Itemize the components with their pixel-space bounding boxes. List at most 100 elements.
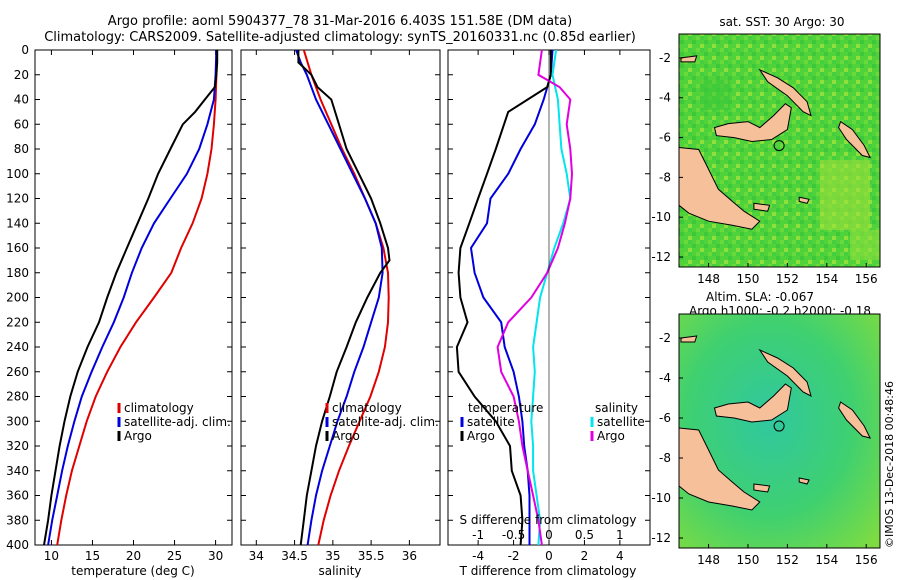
x-tick-label: 35.5 — [358, 549, 385, 563]
y-tick-label: 220 — [6, 315, 29, 329]
land-polygon — [838, 401, 872, 439]
y-tick-label: 140 — [6, 216, 29, 230]
x-tick-label: 35 — [325, 549, 340, 563]
y-tick-label: 340 — [6, 464, 29, 478]
salinity-series-line — [302, 50, 390, 545]
map-y-tick-label: -2 — [659, 51, 671, 65]
sst-patches — [700, 80, 880, 260]
map-x-tick-label: 152 — [776, 272, 799, 286]
x-tick-label: -4 — [472, 549, 484, 563]
land-polygon — [713, 103, 792, 143]
legend-label: climatology — [332, 401, 402, 415]
legend-label: Argo — [467, 429, 495, 443]
map-x-tick-label: 156 — [855, 553, 878, 567]
y-tick-label: 200 — [6, 291, 29, 305]
legend-label: satellite — [597, 415, 645, 429]
x-tick-label: 34.5 — [281, 549, 308, 563]
legend-title: salinity — [595, 401, 638, 415]
x-tick-label: 0 — [545, 549, 553, 563]
sst-map-title: sat. SST: 30 Argo: 30 — [719, 15, 844, 29]
land-polygon — [713, 383, 792, 423]
difference-s-xlabel: S difference from climatology — [460, 513, 637, 527]
sst-map-panel: sat. SST: 30 Argo: 30 148 150 152 154 156 -2 -… — [651, 15, 881, 286]
s-tick-label: -0.5 — [502, 528, 525, 542]
sla-map-ticks: 148 150 152 154 156 -2 -4 -6 -8 -10 -12 — [651, 331, 877, 567]
map-y-tick-label: -10 — [651, 491, 671, 505]
sst-land — [679, 55, 872, 230]
y-tick-label: 40 — [14, 93, 29, 107]
map-x-tick-label: 152 — [776, 553, 799, 567]
map-x-tick-label: 148 — [697, 272, 720, 286]
sst-patch — [820, 160, 870, 230]
y-tick-label: 80 — [14, 142, 29, 156]
sla-map-title1: Altim. SLA: -0.067 — [706, 290, 814, 304]
y-tick-label: 20 — [14, 68, 29, 82]
difference-t-xlabel: T difference from climatology — [459, 564, 637, 578]
sst-patch — [700, 80, 730, 110]
map-y-tick-label: -10 — [651, 210, 671, 224]
temperature-series-line — [56, 50, 218, 545]
sst-patch — [850, 230, 880, 260]
salinity-lines — [295, 50, 391, 545]
y-tick-label: 240 — [6, 340, 29, 354]
x-tick-label: 30 — [208, 549, 223, 563]
map-x-tick-label: 150 — [737, 272, 760, 286]
difference-ticks: -4 -2 0 2 4-1 -0.5 0 0.5 1 — [448, 49, 650, 563]
sst-argo-location-marker — [773, 140, 785, 152]
salinity-series-line — [297, 50, 391, 545]
land-polygon — [753, 202, 771, 212]
difference-series-line — [530, 50, 572, 545]
y-tick-label: 300 — [6, 414, 29, 428]
x-tick-label: 20 — [126, 549, 141, 563]
map-y-tick-label: -12 — [651, 531, 671, 545]
land-polygon — [753, 483, 771, 493]
y-tick-label: 280 — [6, 390, 29, 404]
x-tick-label: 4 — [616, 549, 624, 563]
temperature-series-line — [43, 50, 219, 545]
temperature-series-line — [47, 50, 218, 545]
sla-land — [679, 335, 872, 511]
s-tick-label: 1 — [616, 528, 624, 542]
y-tick-label: 60 — [14, 117, 29, 131]
legend-label: satellite — [467, 415, 515, 429]
y-tick-label: 400 — [6, 538, 29, 552]
legend-label: satellite-adj. clim. — [332, 415, 439, 429]
s-tick-label: 0.5 — [575, 528, 594, 542]
salinity-series-line — [295, 50, 384, 545]
land-polygon — [758, 68, 812, 117]
map-y-tick-label: -8 — [659, 451, 671, 465]
x-tick-label: 15 — [85, 549, 100, 563]
legend-title: temperature — [468, 401, 543, 415]
difference-panel: -4 -2 0 2 4-1 -0.5 0 0.5 1 S difference from cli… — [447, 49, 651, 578]
legend-label: Argo — [124, 429, 152, 443]
difference-lines — [455, 50, 574, 545]
sst-map-frame — [678, 33, 881, 268]
legend-label: Argo — [332, 429, 360, 443]
map-x-tick-label: 156 — [855, 272, 878, 286]
land-polygon — [798, 477, 810, 485]
figure-title-line2: Climatology: CARS2009. Satellite-adjuste… — [44, 30, 636, 45]
map-x-tick-label: 154 — [815, 553, 838, 567]
difference-series-line — [496, 50, 574, 545]
salinity-axes-frame — [240, 49, 441, 546]
temperature-axes-frame — [34, 49, 233, 546]
map-y-tick-label: -6 — [659, 411, 671, 425]
map-y-tick-label: -4 — [659, 91, 671, 105]
land-polygon — [838, 120, 872, 159]
land-polygon — [798, 196, 810, 204]
x-tick-label: -2 — [508, 549, 520, 563]
land-polygon — [680, 335, 698, 343]
map-x-tick-label: 150 — [737, 553, 760, 567]
map-y-tick-label: -6 — [659, 131, 671, 145]
y-tick-label: 100 — [6, 167, 29, 181]
map-y-tick-label: -12 — [651, 250, 671, 264]
temperature-xlabel: temperature (deg C) — [71, 564, 194, 578]
x-tick-label: 2 — [581, 549, 589, 563]
y-tick-label: 380 — [6, 513, 29, 527]
y-tick-label: 0 — [21, 43, 29, 57]
salinity-xlabel: salinity — [318, 564, 361, 578]
sla-map-panel: Altim. SLA: -0.067 Argo h1000: -0.2 h200… — [651, 290, 881, 567]
